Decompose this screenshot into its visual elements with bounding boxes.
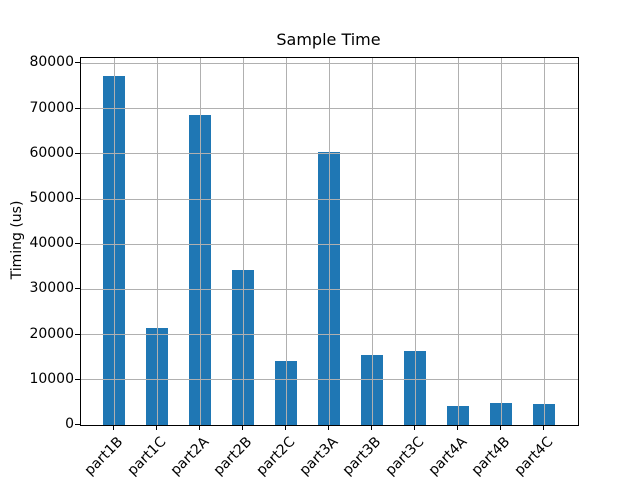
x-tick-label: part1B [81,434,127,479]
v-gridline [156,58,158,425]
v-gridline [414,58,416,425]
h-gridline [81,62,578,64]
h-gridline [81,379,578,381]
y-tick-label: 10000 [29,370,74,387]
v-gridline [242,58,244,425]
y-tick-label: 50000 [29,190,74,206]
x-tick-mark [371,425,372,430]
y-tick-label: 40000 [29,235,74,252]
x-tick-mark [113,425,114,430]
v-gridline [328,58,330,425]
x-tick-mark [285,425,286,430]
v-gridline [113,58,115,425]
y-tick-mark [75,333,80,335]
h-gridline [81,334,578,336]
y-tick-mark [75,198,80,199]
h-gridline [81,108,578,110]
x-tick-mark [500,425,501,430]
v-gridline [543,58,545,425]
y-tick-label: 0 [65,416,74,432]
y-tick-label: 80000 [29,54,74,71]
y-tick-mark [75,288,80,290]
x-tick-mark [199,425,200,430]
v-gridline [500,58,502,425]
plot-area [80,57,579,426]
x-tick-mark [543,425,544,430]
v-gridline [285,58,287,425]
y-tick-label: 20000 [29,325,74,342]
y-tick-mark [75,62,80,64]
y-tick-mark [75,378,80,380]
y-tick-label: 60000 [29,144,74,161]
y-tick-mark [75,152,80,154]
x-tick-mark [457,425,458,430]
y-tick-mark [75,424,80,425]
x-tick-mark [156,425,157,430]
y-tick-label: 70000 [29,99,74,116]
y-tick-mark [75,243,80,245]
chart-title: Sample Time [276,30,381,49]
h-gridline [81,153,578,155]
v-gridline [371,58,373,425]
v-gridline [199,58,201,425]
x-tick-mark [242,425,243,430]
h-gridline [81,243,578,245]
v-gridline [457,58,459,425]
y-tick-mark [75,107,80,109]
y-tick-label: 30000 [29,280,74,297]
h-gridline [81,288,578,290]
h-gridline [81,198,578,200]
x-tick-mark [414,425,415,430]
x-tick-mark [328,425,329,430]
